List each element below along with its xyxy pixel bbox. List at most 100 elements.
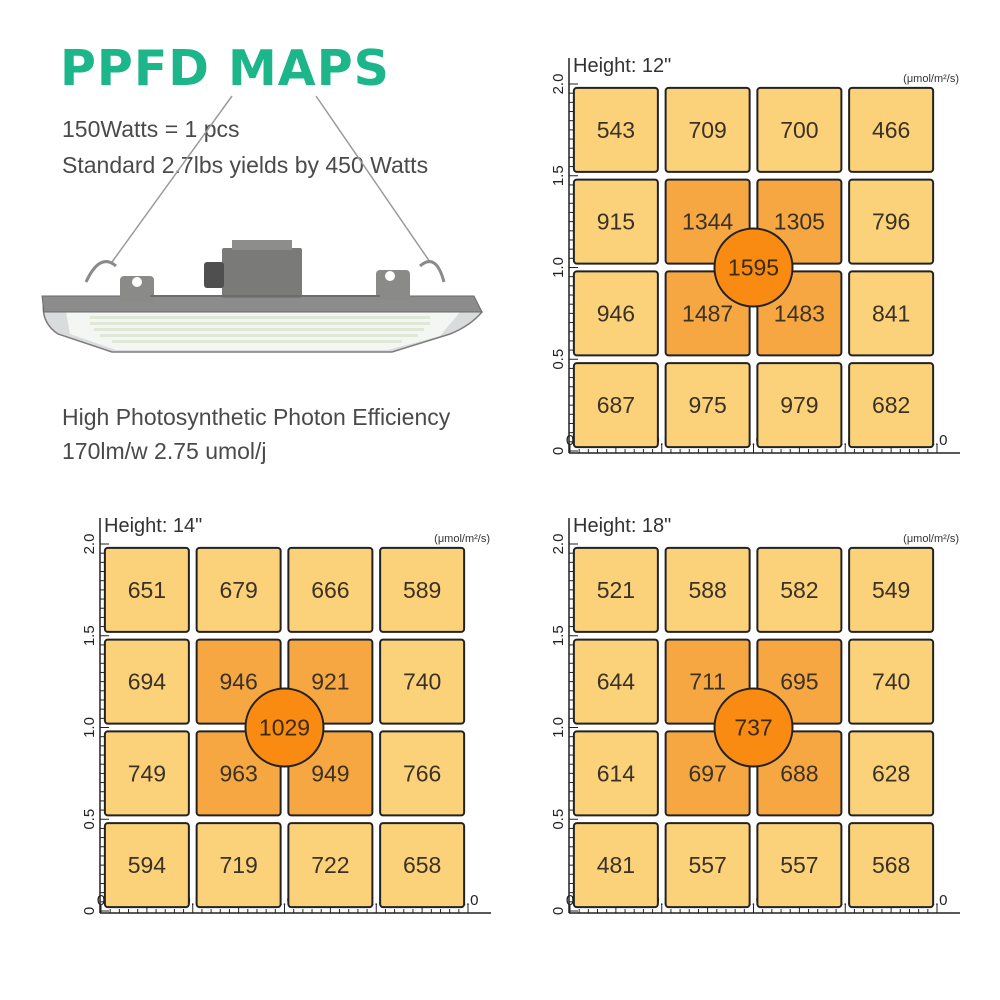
efficiency-value: 170lm/w 2.75 umol/j: [62, 438, 267, 464]
heatmap-cell: [664, 546, 751, 633]
cell-value: 628: [872, 760, 910, 786]
cell-value: 594: [128, 852, 167, 878]
cell-value: 694: [128, 669, 167, 695]
heatmap-cell: [756, 362, 843, 449]
heatmap-cell: [379, 822, 466, 909]
center-value: 737: [734, 715, 772, 741]
heatmap-cell: [664, 822, 751, 909]
cell-value: 568: [872, 852, 910, 878]
heatmap-cell: [848, 178, 935, 265]
center-value: 1595: [728, 255, 779, 281]
y-tick-label: 1.5: [550, 625, 567, 646]
y-tick-label: 1.5: [81, 625, 98, 646]
heatmap-cell: [848, 86, 935, 173]
cell-value: 651: [128, 577, 166, 603]
heatmap-cell: [572, 638, 659, 725]
grow-light-fixture-image: [41, 95, 484, 353]
x-tick-label: 0: [97, 892, 105, 909]
cell-value: 946: [597, 300, 635, 326]
cell-value: 700: [780, 117, 818, 143]
heatmap-cell: [572, 86, 659, 173]
cell-value: 719: [219, 852, 257, 878]
cell-value: 481: [597, 852, 635, 878]
unit-label: (μmol/m²/s): [434, 533, 490, 545]
heatmap-cell: [103, 638, 190, 725]
heatmap-cell: [572, 730, 659, 817]
cell-value: 949: [311, 760, 349, 786]
y-tick-label: 1.5: [550, 165, 567, 186]
y-tick-label: 0: [550, 447, 567, 455]
cell-value: 796: [872, 209, 910, 235]
y-tick-label: 0.5: [81, 809, 98, 830]
ppfd-map-14in: 0 0.5 1.0 1.5 2.0 0 0.5 1.0 1.5 2.0 Height: 14" (μm…: [64, 510, 494, 948]
cell-value: 841: [872, 300, 910, 326]
y-tick-label: 1.0: [550, 257, 567, 278]
cell-value: 658: [403, 852, 441, 878]
cell-value: 766: [403, 760, 441, 786]
spec-yield: Standard 2.7lbs yields by 450 Watts: [62, 152, 429, 178]
heatmap-cell: [572, 178, 659, 265]
cell-value: 679: [219, 577, 257, 603]
heatmap-cell: [379, 546, 466, 633]
cell-value: 614: [597, 760, 636, 786]
y-tick-label: 2.0: [550, 534, 567, 555]
cell-value: 644: [597, 669, 636, 695]
spec-power: 150Watts = 1 pcs: [62, 116, 240, 142]
x-tick-label: 0: [566, 432, 574, 449]
cell-value: 946: [219, 669, 257, 695]
cell-value: 921: [311, 669, 349, 695]
cell-value: 915: [597, 209, 635, 235]
y-tick-label: 0: [81, 907, 98, 915]
cell-value: 740: [403, 669, 441, 695]
y-tick-label: 1.0: [550, 717, 567, 738]
unit-label: (μmol/m²/s): [903, 533, 959, 545]
heatmap-cell: [756, 86, 843, 173]
cell-value: 1483: [774, 300, 825, 326]
chart-title: Height: 14": [104, 515, 202, 537]
cell-value: 1344: [682, 209, 733, 235]
heatmap-cell: [756, 822, 843, 909]
cell-value: 740: [872, 669, 910, 695]
heatmap-cell: [287, 822, 374, 909]
cell-value: 749: [128, 760, 166, 786]
cell-value: 687: [597, 392, 635, 418]
heatmap-cell: [572, 546, 659, 633]
cell-value: 521: [597, 577, 635, 603]
chart-title: Height: 12": [573, 55, 671, 77]
cell-value: 589: [403, 577, 441, 603]
heatmap-cell: [103, 730, 190, 817]
heatmap-cell: [572, 822, 659, 909]
heatmap-cell: [848, 270, 935, 357]
heatmap-cell: [664, 86, 751, 173]
cell-value: 1487: [682, 300, 733, 326]
center-value-dot: [244, 687, 325, 768]
cell-value: 963: [219, 760, 257, 786]
cell-value: 1305: [774, 209, 825, 235]
heatmap-cell: [103, 546, 190, 633]
heatmap-cell: [848, 638, 935, 725]
cell-value: 557: [688, 852, 726, 878]
center-value-dot: [713, 687, 794, 768]
efficiency-heading: High Photosynthetic Photon Efficiency: [62, 404, 451, 430]
cell-value: 582: [780, 577, 818, 603]
center-value: 1029: [259, 715, 310, 741]
cell-value: 975: [688, 392, 726, 418]
cell-value: 557: [780, 852, 818, 878]
cell-value: 543: [597, 117, 635, 143]
heatmap-cells: 521 588 582 549 644 711 695 740 614 697 688 628 481 5…: [572, 546, 935, 909]
cell-value: 697: [688, 760, 726, 786]
x-tick-label: 0: [566, 892, 574, 909]
heatmap-cell: [848, 362, 935, 449]
cell-value: 466: [872, 117, 910, 143]
heatmap-cell: [287, 546, 374, 633]
minor-ticks: [569, 543, 938, 913]
heatmap-cell: [848, 822, 935, 909]
heatmap-cell: [848, 730, 935, 817]
heatmap-cell: [379, 730, 466, 817]
y-tick-label: 0.5: [550, 349, 567, 370]
center-value-dot: [713, 227, 794, 308]
chart-title: Height: 18": [573, 515, 671, 537]
y-tick-label: 2.0: [550, 74, 567, 95]
